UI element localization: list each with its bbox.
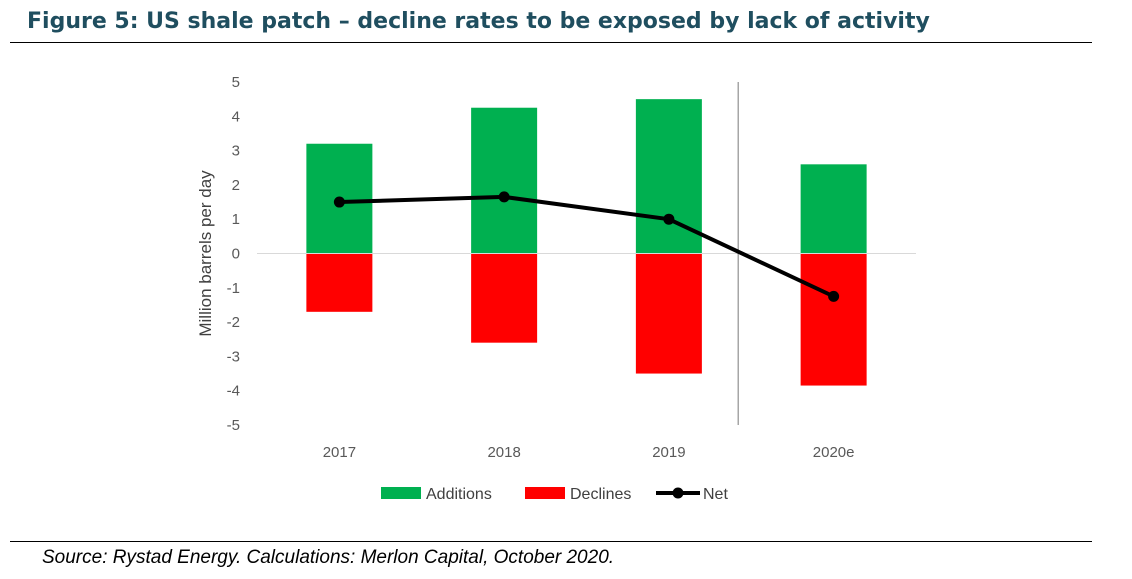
y-tick-label: 3 [232,143,240,160]
y-tick-label: -4 [227,383,240,400]
source-note: Source: Rystad Energy. Calculations: Mer… [42,547,615,568]
y-axis-label: Million barrels per day [196,170,215,337]
y-tick-label: 1 [232,211,240,228]
x-tick-label: 2020e [813,444,855,461]
bars [306,99,867,386]
x-tick-label: 2018 [487,444,520,461]
title-divider [10,42,1092,43]
bar-declines-2020e [800,253,867,386]
bar-declines-2019 [635,253,702,374]
legend-label-declines: Declines [570,486,631,503]
figure-title: Figure 5: US shale patch – decline rates… [27,9,930,34]
y-tick-label: 2 [232,177,240,194]
bar-declines-2018 [471,253,538,343]
y-tick-label: -1 [227,280,240,297]
net-line [339,194,835,299]
y-axis-ticks: 5 4 3 2 1 0 -1 -2 -3 -4 -5 [227,74,240,434]
legend-label-additions: Additions [426,486,492,503]
bar-additions-2020e [800,164,867,254]
x-tick-label: 2019 [652,444,685,461]
y-tick-label: -2 [227,314,240,331]
x-axis-ticks: 2017 2018 2019 2020e [323,444,855,461]
y-tick-label: -3 [227,348,240,365]
y-tick-label: 4 [232,108,240,125]
y-tick-label: 0 [232,246,240,263]
legend-swatch-net-marker [672,487,684,499]
legend-label-net: Net [703,486,728,503]
legend-swatch-declines [525,487,565,499]
net-point-2017 [333,196,345,208]
bar-declines-2017 [306,253,373,312]
bar-additions-2018 [471,107,538,254]
net-point-2018 [498,191,510,203]
net-point-2020e [828,290,840,302]
net-line-series [333,191,840,302]
y-tick-label: -5 [227,417,240,434]
x-tick-label: 2017 [323,444,356,461]
legend-swatch-additions [381,487,421,499]
legend: Additions Declines Net [381,486,728,503]
source-divider [10,541,1092,542]
net-point-2019 [663,213,675,225]
chart: 5 4 3 2 1 0 -1 -2 -3 -4 -5 Million barrels per day… [196,74,916,503]
y-tick-label: 5 [232,74,240,91]
